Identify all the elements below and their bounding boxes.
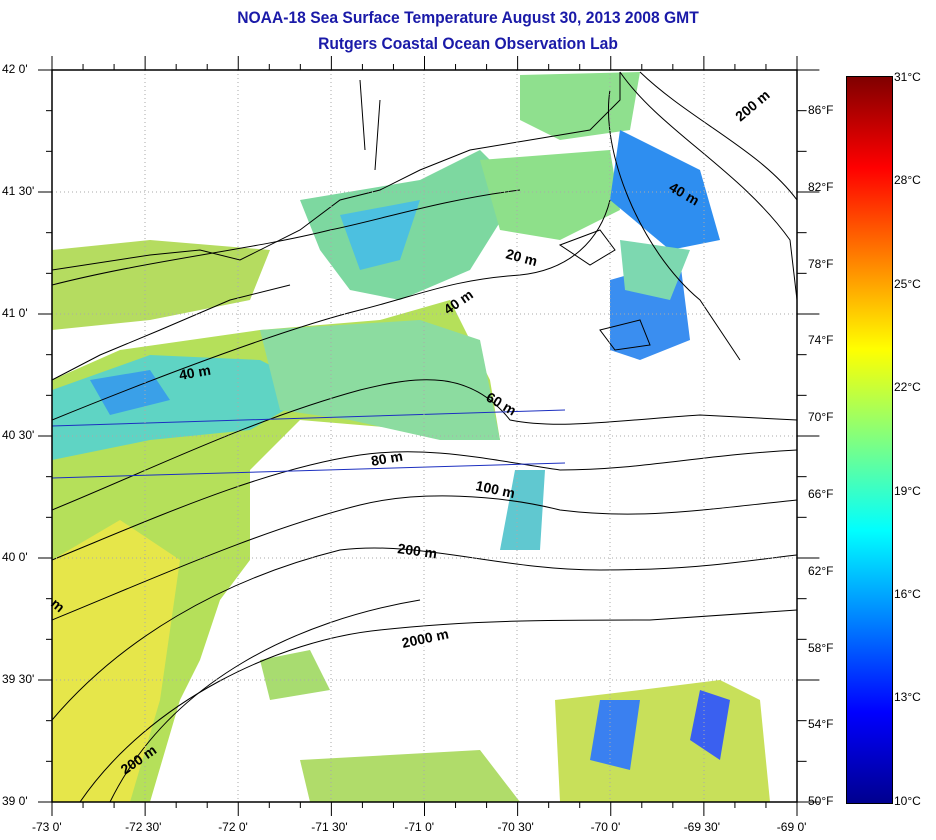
map-title: NOAA-18 Sea Surface Temperature August 3… — [237, 8, 699, 27]
axis-ticks — [38, 56, 820, 816]
fahrenheit-label: 86°F — [808, 103, 834, 117]
sst-patch-shelfbreak — [500, 470, 545, 550]
sst-patches — [52, 72, 770, 802]
sst-patch-capecod-cool — [610, 130, 720, 250]
contour-label: 20 m — [504, 245, 539, 269]
latitude-label: 41 0' — [2, 306, 28, 320]
fahrenheit-label: 70°F — [808, 410, 834, 425]
celsius-label: 31°C — [894, 70, 921, 84]
latitude-label: 42 0' — [2, 62, 28, 76]
longitude-label: -70 0' — [590, 820, 621, 834]
celsius-label: 13°C — [894, 690, 921, 705]
fahrenheit-label: 54°F — [808, 717, 834, 732]
sst-patch-ri-cool — [340, 200, 420, 270]
sst-patch-south-mid2 — [260, 650, 330, 700]
contour-label: 40 m — [441, 286, 476, 317]
celsius-label: 19°C — [894, 483, 921, 498]
celsius-label: 22°C — [894, 380, 921, 395]
latitude-label: 41 30' — [2, 184, 35, 198]
longitude-label: -69 0' — [776, 820, 807, 834]
longitude-label: -70 30' — [497, 820, 534, 834]
sst-patch-southwest-yellow — [52, 520, 180, 802]
sst-patch-shelf-mid — [260, 320, 500, 440]
longitude-label: -71 0' — [404, 820, 435, 834]
transect-lines — [51, 409, 566, 479]
contour-label: 200 m — [397, 540, 439, 561]
sst-patch-south-east-cool2 — [690, 690, 730, 760]
sst-patch-south-east — [555, 680, 770, 802]
longitude-label: -71 30' — [311, 820, 348, 834]
fahrenheit-label: 62°F — [808, 563, 834, 578]
longitude-label: -72 30' — [125, 820, 162, 834]
latitude-label: 39 30' — [2, 672, 35, 686]
fahrenheit-label: 78°F — [808, 256, 834, 271]
contour-label: 2000 m — [400, 625, 450, 651]
latitude-label: 40 0' — [2, 550, 28, 564]
celsius-label: 16°C — [894, 587, 921, 601]
contour-label: 80 m — [370, 448, 404, 469]
fahrenheit-label: 66°F — [808, 487, 834, 501]
isobaths — [52, 71, 797, 802]
celsius-label: 28°C — [894, 173, 921, 188]
longitude-label: -69 30' — [683, 820, 721, 834]
celsius-label: 10°C — [894, 793, 921, 808]
temperature-colorbar — [846, 76, 893, 804]
fahrenheit-label: 50°F — [808, 794, 834, 809]
map-subtitle: Rutgers Coastal Ocean Observation Lab — [318, 34, 618, 53]
sst-patch-south-mid — [300, 750, 520, 802]
fahrenheit-label: 58°F — [808, 640, 834, 655]
latitude-label: 39 0' — [2, 794, 28, 808]
contour-label: 40 m — [178, 362, 212, 383]
sst-patch-buzzards — [480, 150, 620, 240]
fahrenheit-label: 74°F — [808, 333, 834, 348]
celsius-label: 25°C — [894, 276, 921, 291]
contour-label: 200 m — [732, 87, 773, 125]
fahrenheit-label: 82°F — [808, 179, 834, 194]
sst-patch-capecod-bay — [520, 72, 640, 140]
latitude-label: 40 30' — [2, 428, 35, 442]
longitude-label: -73 0' — [32, 820, 62, 834]
longitude-label: -72 0' — [218, 820, 248, 834]
sst-patch-li-sound — [52, 240, 270, 330]
graticule — [52, 70, 797, 802]
coastline — [52, 72, 741, 381]
sst-patch-nantucket-green — [620, 240, 690, 300]
sst-patch-south-east-cool — [590, 700, 640, 770]
